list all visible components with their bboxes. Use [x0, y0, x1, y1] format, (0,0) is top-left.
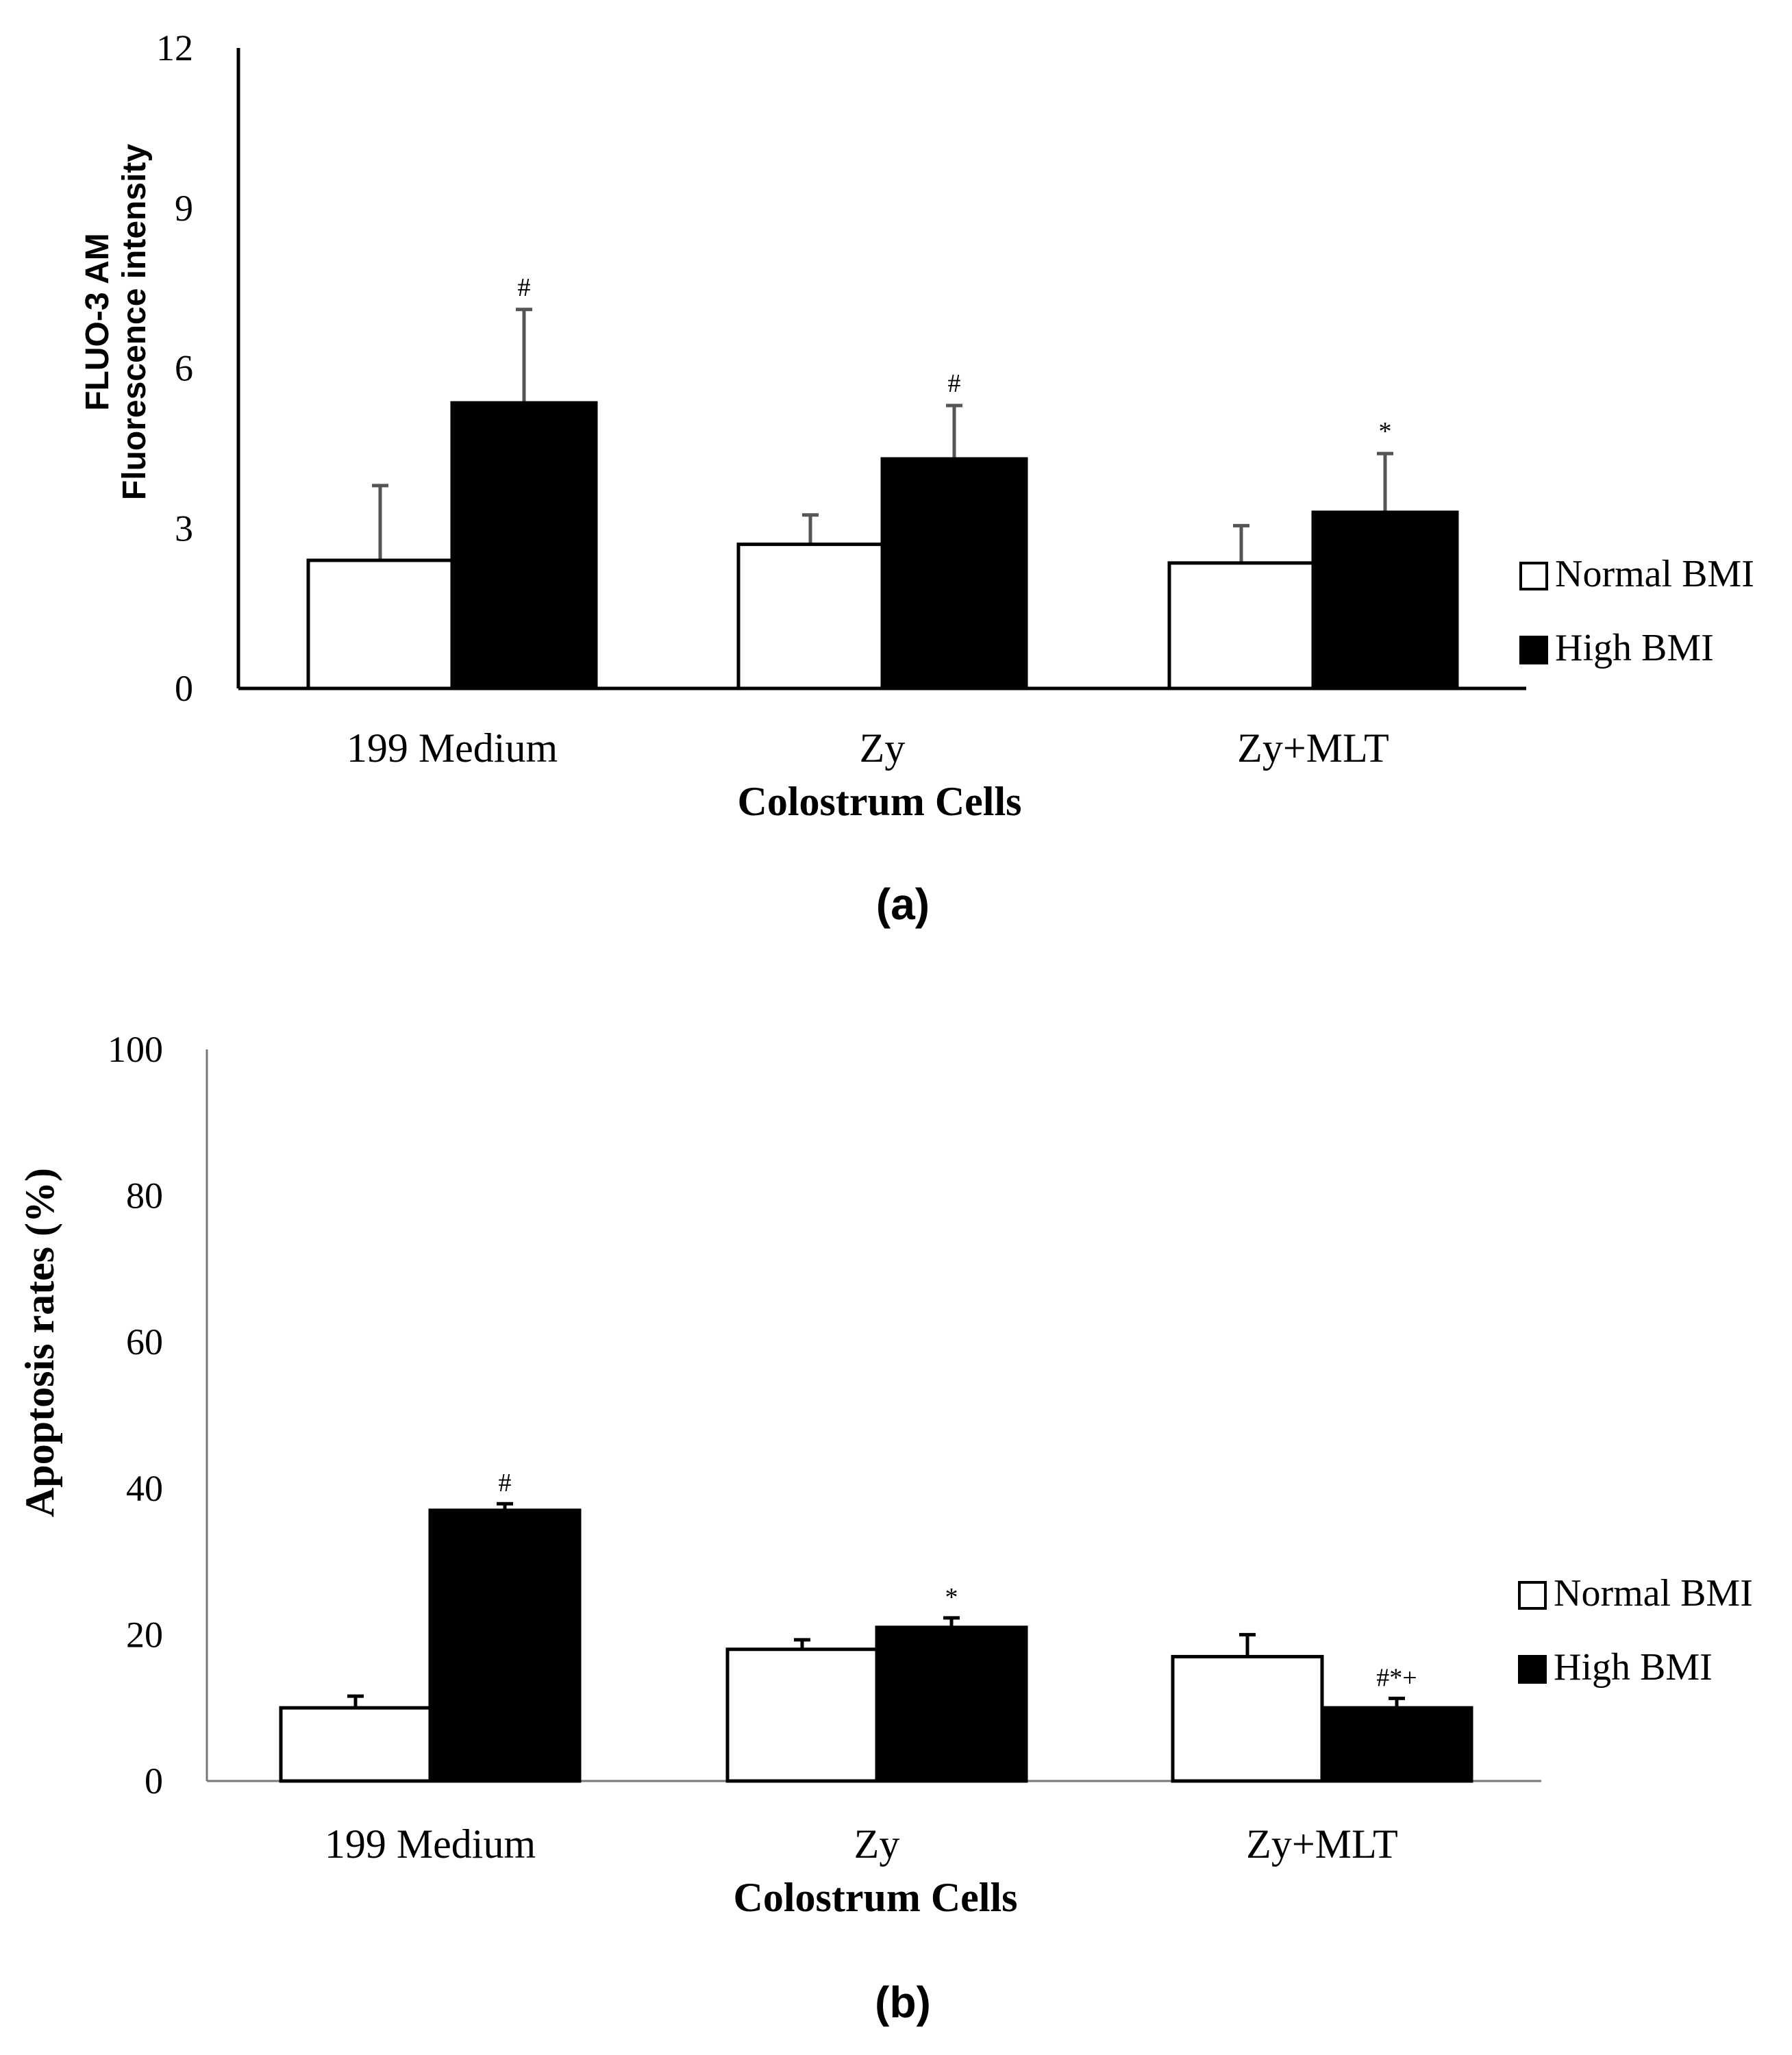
chart-a-y-axis-title: FLUO-3 AM Fluorescence intensity [79, 144, 153, 500]
chart-b-y-tick-label: 20 [126, 1614, 163, 1655]
chart-b-significance-label: * [945, 1583, 958, 1612]
chart-a-legend-swatch [1519, 562, 1548, 590]
chart-a-significance-label: # [948, 369, 961, 398]
chart-a-significance-label: * [1379, 417, 1392, 446]
chart-a-y-axis-title-line2: Fluorescence intensity [116, 144, 153, 500]
chart-b-significance-label: #*+ [1376, 1663, 1417, 1692]
chart-b-legend-swatch [1518, 1581, 1547, 1610]
chart-b-legend-label: High BMI [1554, 1646, 1713, 1689]
chart-a-y-tick-label: 12 [156, 27, 193, 68]
chart-b-bar [428, 1508, 582, 1783]
chart-b-legend-label: Normal BMI [1554, 1572, 1753, 1615]
chart-b: Apoptosis rates (%) Colostrum Cells (b) … [17, 1029, 1753, 2027]
chart-a-y-tick-label: 6 [175, 348, 193, 389]
chart-b-significance-label: # [499, 1469, 512, 1497]
chart-b-y-tick-label: 0 [145, 1760, 163, 1802]
chart-b-bar [1171, 1654, 1324, 1783]
chart-a-category-label: Zy [860, 725, 906, 771]
chart-b-bar [279, 1706, 432, 1783]
chart-a-category-label: 199 Medium [347, 725, 558, 771]
chart-b-bar [725, 1647, 879, 1783]
chart-a-y-axis-title-line1: FLUO-3 AM [79, 233, 116, 411]
chart-b-y-tick-label: 100 [108, 1029, 163, 1070]
chart-a-bar [736, 543, 884, 690]
chart-b-bar [1320, 1706, 1473, 1783]
chart-b-category-label: Zy+MLT [1246, 1821, 1398, 1867]
chart-a-legend-label: Normal BMI [1555, 553, 1754, 595]
chart-b-y-tick-label: 80 [126, 1175, 163, 1217]
chart-a-legend-label: High BMI [1555, 627, 1714, 669]
chart-a-legend-swatch [1519, 636, 1548, 664]
chart-a-panel-label: (a) [876, 880, 930, 929]
chart-a-category-label: Zy+MLT [1237, 725, 1389, 771]
chart-b-y-tick-label: 40 [126, 1468, 163, 1509]
chart-a-y-tick-label: 9 [175, 188, 193, 229]
chart-a-bar [1311, 510, 1459, 690]
chart-b-y-axis-title: Apoptosis rates (%) [17, 1168, 62, 1517]
chart-b-y-tick-label: 60 [126, 1321, 163, 1362]
chart-a-y-tick-label: 3 [175, 508, 193, 549]
chart-b-x-axis-title: Colostrum Cells [734, 1875, 1018, 1920]
chart-a-bar [880, 457, 1028, 690]
chart-a-x-axis-title: Colostrum Cells [738, 779, 1022, 824]
chart-b-panel-label: (b) [875, 1978, 931, 2027]
chart-a-bar [450, 401, 598, 690]
chart-a-bar [1167, 561, 1315, 690]
chart-a: FLUO-3 AM Fluorescence intensity Colostr… [79, 27, 1754, 929]
chart-b-bar [875, 1626, 1028, 1783]
chart-a-significance-label: # [518, 273, 531, 302]
chart-a-bar [306, 558, 454, 690]
chart-b-category-label: 199 Medium [325, 1821, 536, 1867]
chart-b-legend-swatch [1518, 1655, 1547, 1684]
chart-b-category-label: Zy [854, 1821, 900, 1867]
chart-a-y-tick-label: 0 [175, 668, 193, 709]
